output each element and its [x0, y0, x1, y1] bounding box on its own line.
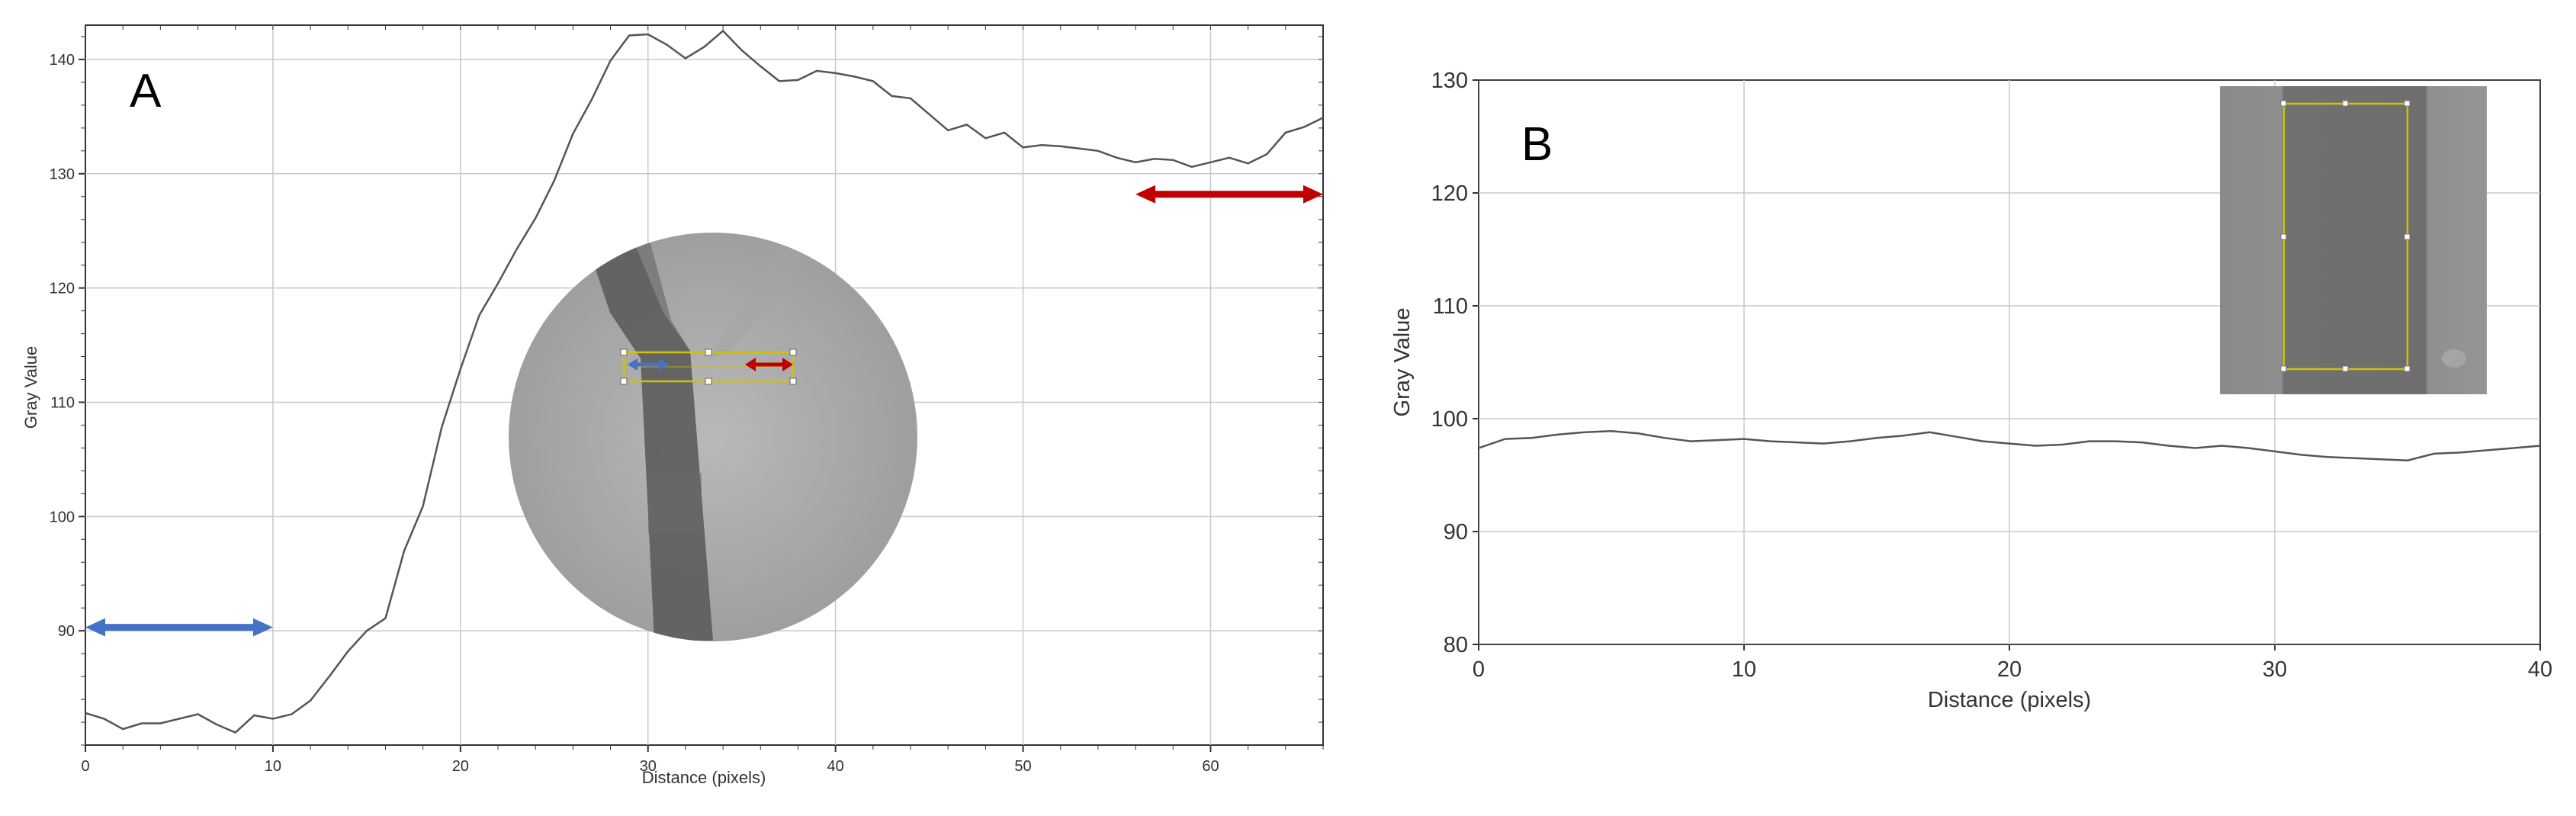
chart-b: 0 10 20 30 40 80 90 100 110 120 130 B Distance (pi…: [1390, 69, 2552, 712]
chart-b-axis-ticks: 0 10 20 30 40 80 90 100 110 120 130: [1431, 69, 2553, 682]
chart-a-inset-microscopy-image: [509, 233, 917, 641]
chart-b-y-tick-label: 110: [1433, 294, 1468, 319]
chart-a-x-tick-label: 20: [452, 758, 469, 775]
chart-b-ylabel: Gray Value: [1390, 308, 1415, 417]
chart-b-y-tick-label: 90: [1444, 520, 1468, 545]
chart-a-y-tick-label: 120: [50, 281, 75, 297]
chart-b-inset-roi: [2280, 100, 2411, 372]
chart-b-x-tick-label: 40: [2528, 657, 2552, 682]
chart-a-x-tick-label: 60: [1202, 758, 1219, 775]
chart-a-inset-roi: [620, 349, 797, 385]
chart-a-y-tick-label: 140: [50, 52, 75, 69]
chart-a-annotation-arrow-2: [1135, 185, 1323, 204]
chart-a-x-tick-label: 30: [640, 758, 657, 775]
chart-b-x-tick-label: 30: [2263, 657, 2287, 682]
chart-a-x-tick-label: 50: [1014, 758, 1031, 775]
chart-a-x-tick-label: 10: [265, 758, 281, 775]
chart-b-panel-label: B: [1521, 118, 1553, 171]
chart-b-y-tick-label: 100: [1431, 407, 1468, 432]
chart-a-x-tick-label: 0: [81, 758, 89, 775]
chart-b-y-tick-label: 130: [1431, 69, 1468, 93]
chart-a: 0 10 20 30 40 50 60 90 100 110 120 130 140: [21, 24, 1324, 787]
chart-a-annotation-arrow-1-head-left: [85, 618, 105, 637]
chart-a-annotation-arrow-1-head-right: [252, 618, 273, 637]
chart-a-y-tick-label: 110: [50, 394, 75, 411]
chart-b-x-tick-label: 0: [1473, 657, 1485, 682]
chart-a-x-tick-label: 40: [827, 758, 844, 775]
chart-b-y-tick-label: 120: [1431, 182, 1468, 206]
chart-b-inset-microscopy-image: [2220, 86, 2487, 394]
chart-b-x-tick-label: 20: [1997, 657, 2022, 682]
chart-a-series-line: [85, 29, 1324, 734]
chart-a-y-tick-label: 100: [50, 509, 75, 525]
chart-a-annotation-arrow-1: [85, 618, 273, 637]
chart-b-y-tick-label: 80: [1444, 633, 1468, 657]
chart-a-axis-ticks: 0 10 20 30 40 50 60 90 100 110 120 130 140: [50, 25, 1324, 775]
chart-a-panel-label: A: [130, 65, 162, 117]
chart-a-annotation-arrow-2-head-right: [1303, 185, 1323, 204]
chart-a-ylabel: Gray Value: [21, 346, 40, 429]
chart-a-annotations: [85, 185, 1323, 637]
chart-a-y-tick-label: 130: [50, 166, 75, 183]
chart-a-xlabel: Distance (pixels): [642, 768, 766, 787]
chart-b-series-line: [1478, 430, 2541, 462]
chart-b-x-tick-label: 10: [1732, 657, 1756, 682]
chart-a-annotation-arrow-2-head-left: [1135, 185, 1156, 204]
chart-a-y-tick-label: 90: [58, 623, 75, 640]
chart-b-xlabel: Distance (pixels): [1928, 688, 2091, 712]
